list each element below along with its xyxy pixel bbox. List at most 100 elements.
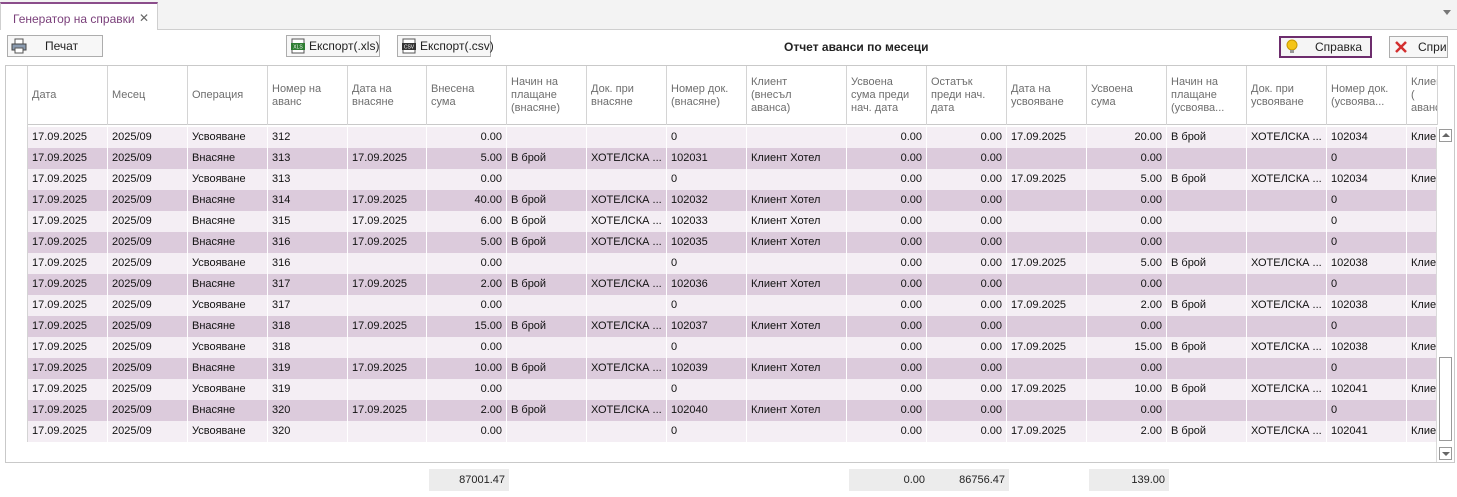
table-cell	[587, 379, 667, 400]
table-cell: 17.09.2025	[348, 316, 427, 337]
table-cell: 0.00	[927, 274, 1007, 295]
column-header[interactable]: Начин на плащане (усвоява...	[1167, 66, 1247, 125]
print-label: Печат	[45, 39, 79, 53]
vertical-scrollbar[interactable]	[1436, 127, 1453, 462]
table-cell: 5.00	[1087, 253, 1167, 274]
table-cell: 0.00	[847, 379, 927, 400]
table-cell: 17.09.2025	[28, 127, 108, 148]
table-cell: 0	[667, 421, 747, 442]
table-row[interactable]: 17.09.2025 2025/09 Усвояване 316 0.00 0 0.00 0.…	[28, 253, 1438, 274]
table-cell: 0.00	[847, 148, 927, 169]
help-button[interactable]: Справка	[1279, 36, 1372, 58]
table-cell: 17.09.2025	[348, 400, 427, 421]
table-cell	[1167, 274, 1247, 295]
scroll-down-icon[interactable]	[1439, 447, 1452, 460]
table-cell: 102037	[667, 316, 747, 337]
table-cell: В брой	[1167, 169, 1247, 190]
column-header[interactable]: Начин на плащане (внасяне)	[507, 66, 587, 125]
table-cell: 10.00	[1087, 379, 1167, 400]
table-cell: В брой	[1167, 421, 1247, 442]
table-cell	[747, 337, 847, 358]
table-row[interactable]: 17.09.2025 2025/09 Усвояване 313 0.00 0 0.00 0.…	[28, 169, 1438, 190]
column-header[interactable]: Номер док. (внасяне)	[667, 66, 747, 125]
table-cell: 0.00	[847, 169, 927, 190]
table-cell	[348, 253, 427, 274]
column-header[interactable]: Дата на внасяне	[348, 66, 427, 125]
table-row[interactable]: 17.09.2025 2025/09 Внасяне 315 17.09.2025 6.0…	[28, 211, 1438, 232]
table-cell: 2025/09	[108, 358, 188, 379]
column-header[interactable]: Дата на усвояване	[1007, 66, 1087, 125]
table-row[interactable]: 17.09.2025 2025/09 Внасяне 314 17.09.2025 40.…	[28, 190, 1438, 211]
table-cell: Клие	[1407, 127, 1438, 148]
table-cell: 17.09.2025	[1007, 253, 1087, 274]
table-cell	[1007, 400, 1087, 421]
print-button[interactable]: Печат	[7, 35, 103, 57]
column-header[interactable]: Номер на аванс	[268, 66, 348, 125]
table-cell: 17.09.2025	[348, 232, 427, 253]
table-cell: 17.09.2025	[348, 211, 427, 232]
table-row[interactable]: 17.09.2025 2025/09 Усвояване 319 0.00 0 0.00 0.…	[28, 379, 1438, 400]
export-xls-button[interactable]: XLS Експорт(.xls)	[286, 35, 380, 57]
table-row[interactable]: 17.09.2025 2025/09 Усвояване 318 0.00 0 0.00 0.…	[28, 337, 1438, 358]
column-header[interactable]: Усвоена сума	[1087, 66, 1167, 125]
column-header[interactable]: Операция	[188, 66, 268, 125]
table-cell: 2025/09	[108, 295, 188, 316]
table-row[interactable]: 17.09.2025 2025/09 Внасяне 316 17.09.2025 5.0…	[28, 232, 1438, 253]
column-header[interactable]: Док. при внасяне	[587, 66, 667, 125]
column-header[interactable]: Усвоена сума преди нач. дата	[847, 66, 927, 125]
table-cell: Клиент Хотел	[747, 211, 847, 232]
table-cell: Внасяне	[188, 316, 268, 337]
column-header[interactable]: Клиент ( аванса)	[1407, 66, 1438, 125]
column-header[interactable]: Месец	[108, 66, 188, 125]
table-cell: 2025/09	[108, 169, 188, 190]
table-cell: 17.09.2025	[1007, 421, 1087, 442]
table-cell: 0.00	[847, 316, 927, 337]
table-cell: В брой	[507, 148, 587, 169]
scroll-up-icon[interactable]	[1439, 129, 1452, 142]
export-csv-button[interactable]: CSV Експорт(.csv)	[397, 35, 494, 57]
table-cell: Внасяне	[188, 190, 268, 211]
table-cell: 17.09.2025	[1007, 169, 1087, 190]
table-row[interactable]: 17.09.2025 2025/09 Внасяне 313 17.09.2025 5.0…	[28, 148, 1438, 169]
column-header[interactable]: Внесена сума	[427, 66, 507, 125]
table-cell	[348, 337, 427, 358]
table-cell: ХОТЕЛСКА ...	[1247, 337, 1327, 358]
table-cell: Клиент Хотел	[747, 316, 847, 337]
tab-close-icon[interactable]: ✕	[139, 11, 150, 25]
stop-button[interactable]: Спри	[1389, 36, 1448, 58]
column-header[interactable]: Клиент (внесъл аванса)	[747, 66, 847, 125]
table-cell: 17.09.2025	[348, 274, 427, 295]
table-row[interactable]: 17.09.2025 2025/09 Внасяне 320 17.09.2025 2.0…	[28, 400, 1438, 421]
table-cell	[1407, 358, 1438, 379]
table-cell: В брой	[1167, 127, 1247, 148]
table-row[interactable]: 17.09.2025 2025/09 Усвояване 320 0.00 0 0.00 0.…	[28, 421, 1438, 442]
table-row[interactable]: 17.09.2025 2025/09 Усвояване 317 0.00 0 0.00 0.…	[28, 295, 1438, 316]
column-header[interactable]: Номер док. (усвоява...	[1327, 66, 1407, 125]
table-cell: 17.09.2025	[348, 190, 427, 211]
table-cell: 0.00	[427, 253, 507, 274]
column-header[interactable]: Остатък преди нач. дата	[927, 66, 1007, 125]
table-cell	[348, 169, 427, 190]
table-cell: 17.09.2025	[28, 190, 108, 211]
table-row[interactable]: 17.09.2025 2025/09 Внасяне 318 17.09.2025 15.…	[28, 316, 1438, 337]
table-cell: Клие	[1407, 253, 1438, 274]
table-row[interactable]: 17.09.2025 2025/09 Усвояване 312 0.00 0 0.00 0.…	[28, 127, 1438, 148]
table-row[interactable]: 17.09.2025 2025/09 Внасяне 317 17.09.2025 2.0…	[28, 274, 1438, 295]
column-header[interactable]: Док. при усвояване	[1247, 66, 1327, 125]
table-cell	[348, 421, 427, 442]
table-cell: 2.00	[1087, 421, 1167, 442]
table-cell: 317	[268, 274, 348, 295]
table-cell: ХОТЕЛСКА ...	[1247, 169, 1327, 190]
table-cell: 312	[268, 127, 348, 148]
table-cell	[507, 379, 587, 400]
table-row[interactable]: 17.09.2025 2025/09 Внасяне 319 17.09.2025 10.…	[28, 358, 1438, 379]
table-cell: 318	[268, 316, 348, 337]
tab-report-generator[interactable]: Генератор на справки ✕	[0, 2, 158, 30]
column-header[interactable]: Дата	[28, 66, 108, 125]
table-cell	[1167, 148, 1247, 169]
scroll-thumb[interactable]	[1439, 357, 1452, 441]
table-cell: 102036	[667, 274, 747, 295]
table-cell: 17.09.2025	[28, 316, 108, 337]
tab-menu-chevron-icon[interactable]	[1443, 10, 1451, 15]
table-cell	[1007, 190, 1087, 211]
